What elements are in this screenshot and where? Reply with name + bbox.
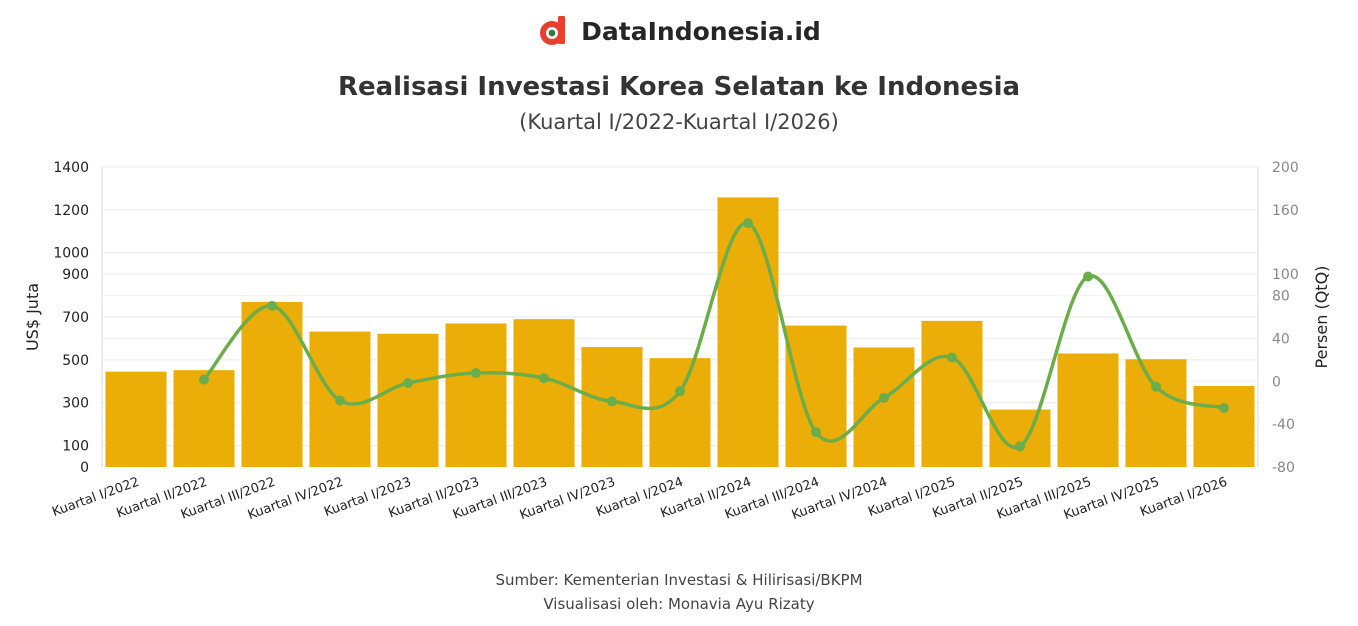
growth-point: [1083, 271, 1093, 282]
growth-point: [539, 373, 549, 384]
growth-point: [743, 218, 753, 229]
growth-point: [947, 352, 957, 363]
y-tick-label: 900: [62, 267, 89, 283]
axis-layer: 0 100 300 500 700 900 1000 1200 1400 -80 -40 0 40 80 1…: [23, 160, 1331, 523]
y2-axis-title: Persen (QtQ): [1312, 266, 1331, 369]
bar: [1125, 359, 1187, 467]
growth-point: [607, 396, 617, 407]
y2-tick-label: 160: [1272, 203, 1299, 219]
bar: [377, 333, 439, 467]
growth-point: [675, 386, 685, 397]
y-tick-label: 100: [62, 439, 89, 455]
bar: [1193, 386, 1255, 467]
bar: [717, 197, 779, 467]
brand-header: DataIndonesia.id: [0, 14, 1358, 48]
growth-point: [403, 378, 413, 388]
y2-tick-label: -40: [1272, 417, 1295, 433]
growth-point: [1151, 381, 1161, 392]
y2-tick-label: 40: [1272, 331, 1290, 347]
y-tick-label: 0: [80, 460, 89, 476]
y2-tick-label: -80: [1272, 460, 1295, 476]
growth-point: [471, 368, 481, 379]
y-tick-label: 1200: [53, 203, 89, 219]
y-tick-label: 500: [62, 353, 89, 369]
growth-point: [335, 395, 345, 406]
y-axis-title: US$ Juta: [23, 283, 42, 351]
y2-tick-label: 0: [1272, 374, 1281, 390]
bars-layer: [105, 197, 1255, 467]
y2-tick-label: 200: [1272, 160, 1299, 176]
bar: [513, 319, 575, 467]
bar: [241, 302, 303, 467]
credit-note: Visualisasi oleh: Monavia Ayu Rizaty: [543, 595, 815, 613]
growth-point: [199, 374, 209, 385]
bar: [1057, 353, 1119, 467]
growth-point: [811, 427, 821, 438]
y-tick-label: 700: [62, 310, 89, 326]
bar: [785, 325, 847, 467]
y-tick-label: 300: [62, 396, 89, 412]
source-note: Sumber: Kementerian Investasi & Hilirisa…: [495, 571, 863, 589]
bar: [989, 409, 1051, 467]
dataindonesia-logo-icon: [540, 16, 566, 45]
bar: [921, 320, 983, 467]
chart-subtitle: (Kuartal I/2022-Kuartal I/2026): [519, 110, 839, 134]
growth-point: [1015, 441, 1025, 452]
bar: [853, 347, 915, 467]
bar: [173, 370, 235, 467]
chart-title: Realisasi Investasi Korea Selatan ke Ind…: [337, 72, 1021, 102]
brand-name: DataIndonesia.id: [581, 16, 821, 46]
growth-point: [267, 300, 277, 311]
y2-tick-label: 80: [1272, 289, 1290, 305]
bar: [105, 371, 167, 467]
line-layer: [199, 218, 1229, 452]
y2-tick-label: 100: [1272, 267, 1299, 283]
y-tick-label: 1000: [53, 246, 89, 262]
bar: [445, 323, 507, 467]
y-tick-label: 1400: [53, 160, 89, 176]
bar: [649, 358, 711, 467]
growth-point: [1219, 402, 1229, 413]
growth-point: [879, 392, 889, 403]
